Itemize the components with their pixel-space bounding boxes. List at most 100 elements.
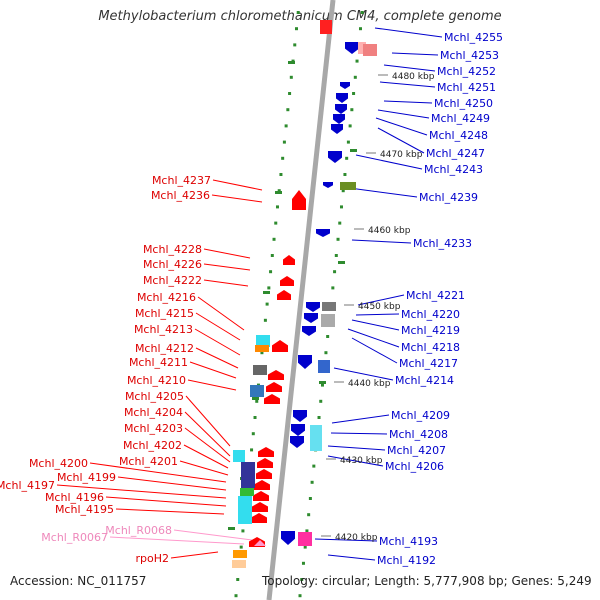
gene-label-left: rpoH2 <box>135 552 169 565</box>
leader-line-left <box>179 460 229 476</box>
tick-mark <box>301 561 305 565</box>
tick-mark <box>277 189 281 193</box>
tick-mark <box>282 140 286 144</box>
reverse-gene-box <box>322 302 336 311</box>
major-tick-mark <box>288 61 295 64</box>
tick-mark <box>319 399 323 403</box>
tick-mark <box>358 27 362 31</box>
tick-mark <box>267 286 271 290</box>
gene-label-left: Mchl_4216 <box>137 291 196 304</box>
tick-mark <box>307 513 311 517</box>
tick-mark <box>288 92 292 95</box>
gene-label-left: Mchl_4213 <box>134 323 193 336</box>
gene-label-right: Mchl_4250 <box>434 97 493 110</box>
reverse-gene-box <box>358 42 366 54</box>
tick-mark <box>350 108 354 112</box>
tick-mark <box>341 189 345 193</box>
tick-mark <box>343 173 347 176</box>
major-tick-mark <box>275 191 282 194</box>
tick-mark <box>296 11 300 14</box>
scale-label: 4470 kbp <box>380 150 423 160</box>
label-leader-lines <box>56 27 443 561</box>
gene-label-left: Mchl_4226 <box>143 258 202 271</box>
gene-label-left: Mchl_4205 <box>125 390 184 403</box>
reverse-gene-arrow <box>290 436 304 448</box>
leader-line-right <box>327 455 384 467</box>
tick-mark <box>251 432 255 436</box>
reverse-gene-arrow <box>331 124 343 134</box>
forward-gene-arrow <box>268 370 284 380</box>
tick-mark <box>320 383 324 387</box>
leader-line-left <box>195 347 239 369</box>
leader-line-right <box>331 414 390 424</box>
gene-label-right: Mchl_4252 <box>437 65 496 78</box>
gene-label-right: Mchl_4221 <box>406 289 465 302</box>
major-tick-mark <box>263 291 270 294</box>
leader-line-right <box>383 64 436 72</box>
rna-gene-arrow <box>254 540 266 546</box>
tick-mark <box>294 27 298 31</box>
leader-line-left <box>195 312 241 341</box>
leader-line-right <box>383 100 433 104</box>
gene-label-right: Mchl_4193 <box>379 535 438 548</box>
tick-mark <box>346 140 350 144</box>
forward-gene-box <box>233 550 247 558</box>
leader-line-right <box>351 337 398 364</box>
reverse-gene-arrow <box>293 410 307 422</box>
leader-line-left <box>115 508 225 515</box>
leader-line-right <box>330 432 388 435</box>
forward-gene-arrow <box>272 340 288 352</box>
tick-mark <box>345 156 349 160</box>
major-tick-mark <box>350 149 357 152</box>
gene-label-left: Mchl_4203 <box>124 422 183 435</box>
tick-mark <box>236 578 240 581</box>
forward-gene-box <box>240 488 254 496</box>
reverse-gene-arrow <box>306 302 320 312</box>
reverse-gene-box <box>320 20 332 34</box>
reverse-gene-arrow <box>323 182 333 188</box>
tick-mark <box>334 254 338 257</box>
scale-label: 4480 kbp <box>392 72 435 82</box>
leader-line-left <box>212 179 263 191</box>
forward-gene-arrow <box>277 290 291 300</box>
gene-features <box>232 20 377 568</box>
genome-summary: Topology: circular; Length: 5,777,908 bp… <box>262 574 592 588</box>
tick-mark <box>303 545 307 549</box>
tick-mark <box>239 545 243 549</box>
gene-label-left: Mchl_4199 <box>57 471 116 484</box>
forward-gene-arrow <box>251 513 267 523</box>
tick-mark <box>348 124 352 128</box>
gene-label-left: Mchl_4195 <box>55 503 114 516</box>
tick-mark <box>265 302 269 306</box>
tick-mark <box>289 75 293 79</box>
gene-label-right: Mchl_4251 <box>437 81 496 94</box>
leader-line-left <box>105 496 227 507</box>
gene-label-left: Mchl_4212 <box>135 342 194 355</box>
gene-label-left: Mchl_4228 <box>143 243 202 256</box>
tick-mark <box>279 173 283 176</box>
tick-mark <box>308 497 312 500</box>
leader-line-right <box>357 294 405 306</box>
gene-label-right: Mchl_4218 <box>401 341 460 354</box>
tick-mark <box>234 594 238 598</box>
leader-line-left <box>184 427 231 463</box>
leader-line-left <box>203 248 251 259</box>
leader-line-left <box>184 411 231 457</box>
leader-line-left <box>89 462 227 483</box>
reverse-gene-arrow <box>345 42 359 54</box>
leader-line-rna <box>109 536 245 545</box>
tick-mark <box>272 237 276 241</box>
tick-mark <box>317 416 321 419</box>
leader-line-right <box>314 538 378 542</box>
forward-gene-box <box>255 345 269 352</box>
tick-mark <box>310 480 314 484</box>
reverse-gene-arrow <box>340 82 350 89</box>
tick-mark <box>300 578 304 581</box>
scale-labels: 4480 kbp 4470 kbp 4460 kbp 4450 kbp 4440 kbp… <box>321 72 435 543</box>
tick-mark <box>355 59 359 63</box>
scale-label: 4460 kbp <box>368 226 411 236</box>
gene-label-left: Mchl_4222 <box>143 274 202 287</box>
tick-mark <box>275 205 279 209</box>
